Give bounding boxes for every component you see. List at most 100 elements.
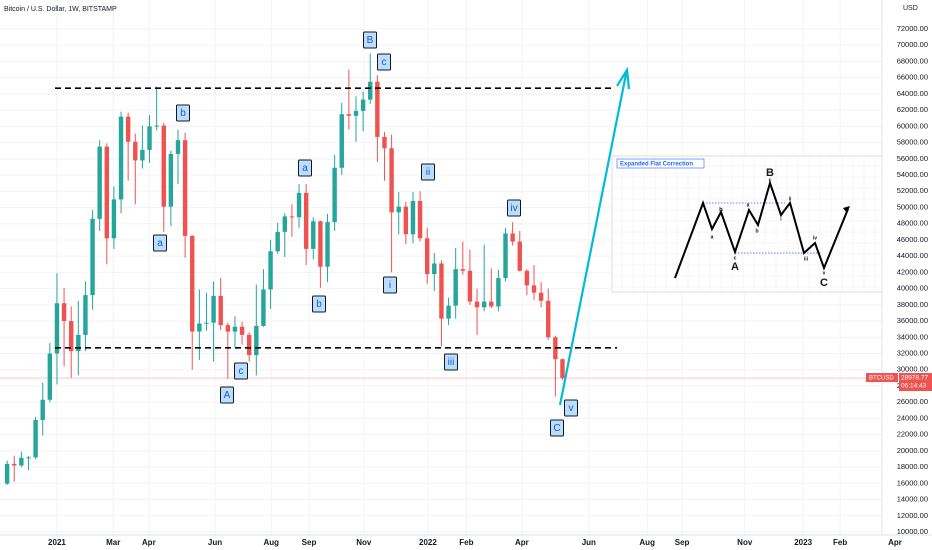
inset-title: Expanded Flat Correction <box>620 162 693 168</box>
y-tick-label: 36000.00 <box>897 316 928 325</box>
x-tick-label: Apr <box>142 538 156 547</box>
y-tick-label: 44000.00 <box>897 251 928 260</box>
x-tick-label: Nov <box>356 538 372 547</box>
y-tick-label: 38000.00 <box>897 300 928 309</box>
x-tick-label: Mar <box>106 538 120 547</box>
candle-body <box>510 233 515 242</box>
x-tick-label: Sep <box>302 538 317 547</box>
inset: Expanded Flat Correction BcbaacAbiiiivii… <box>611 155 898 293</box>
candle-body <box>517 241 522 271</box>
y-tick-label: 48000.00 <box>897 219 928 228</box>
candle-body <box>161 125 166 207</box>
wave-label-box <box>564 399 578 417</box>
wave-label: ii <box>426 167 430 178</box>
candle-body <box>503 233 508 279</box>
candle-body <box>289 216 295 218</box>
inset-frame <box>611 155 898 293</box>
inset-label: i <box>780 216 782 222</box>
candle-body <box>168 153 174 207</box>
candle-body <box>182 140 188 236</box>
candle-body <box>261 289 266 326</box>
wave-label-box <box>312 295 326 313</box>
candle-body <box>154 125 159 127</box>
wave-label: i <box>389 280 391 291</box>
x-tick-label: 2023 <box>794 538 812 547</box>
inset-label: B <box>766 167 774 179</box>
wave-label: v <box>569 403 574 414</box>
candle-body <box>133 141 138 161</box>
candle-body <box>275 231 280 252</box>
countdown: 06:14:43 <box>901 383 927 390</box>
x-tick-label: Aug <box>639 538 655 547</box>
wave-label-box <box>298 159 312 177</box>
price-axis <box>882 0 932 550</box>
y-tick-label: 18000.00 <box>897 462 928 471</box>
inset-label: v <box>823 270 826 276</box>
wave-label: a <box>157 238 163 249</box>
candle-body <box>389 148 394 213</box>
candle-body <box>282 216 288 232</box>
candle-body <box>368 81 373 100</box>
candle-body <box>218 295 223 326</box>
candle-body <box>268 251 273 290</box>
y-tick-label: 60000.00 <box>897 121 928 130</box>
candle-body <box>531 285 537 293</box>
inset-label: c <box>769 177 772 183</box>
y-tick-label: 58000.00 <box>897 138 928 147</box>
x-tick-label: Nov <box>737 538 753 547</box>
y-tick-label: 20000.00 <box>897 446 928 455</box>
candle-body <box>375 81 380 137</box>
inset-label: C <box>820 277 828 289</box>
candle-body <box>254 325 259 356</box>
candle-body <box>325 222 330 267</box>
inset-label: iii <box>804 256 809 262</box>
y-tick-label: 10000.00 <box>897 527 928 536</box>
candle-body <box>460 269 466 271</box>
y-tick-label: 42000.00 <box>897 267 928 276</box>
candle-body <box>439 263 444 319</box>
wave-label: b <box>180 108 186 119</box>
candle-body <box>417 201 423 239</box>
y-tick-label: 66000.00 <box>897 73 928 82</box>
candle-body <box>197 323 202 332</box>
inset-label: a <box>747 202 750 208</box>
y-tick-label: 16000.00 <box>897 478 928 487</box>
candle-body <box>19 457 24 466</box>
x-tick-label: Apr <box>515 538 529 547</box>
candle-body <box>481 301 487 308</box>
x-tick-label: Feb <box>833 538 847 547</box>
y-tick-label: 12000.00 <box>897 511 928 520</box>
y-tick-label: 54000.00 <box>897 170 928 179</box>
y-tick-label: 56000.00 <box>897 154 928 163</box>
wave-label-box <box>220 386 234 404</box>
candle-body <box>12 463 17 466</box>
candle-body <box>496 278 501 307</box>
inset-label: ii <box>789 196 792 202</box>
candle-body <box>332 167 337 223</box>
inset-label: b <box>755 228 758 234</box>
wave-label-box <box>153 234 167 252</box>
y-tick-label: 34000.00 <box>897 332 928 341</box>
candle-body <box>54 303 60 354</box>
y-tick-label: 52000.00 <box>897 186 928 195</box>
symbol: BTCUSD <box>869 376 894 382</box>
candle-body <box>232 326 238 332</box>
wave-label: a <box>302 163 308 174</box>
candle-body <box>147 126 152 150</box>
y-tick-label: 64000.00 <box>897 89 928 98</box>
candle-body <box>560 359 565 379</box>
candle-body <box>76 334 81 352</box>
candle-body <box>4 463 10 484</box>
arrow-head <box>616 66 631 90</box>
x-tick-label: Sep <box>675 538 690 547</box>
candle-body <box>97 146 102 219</box>
wave-label: A <box>224 390 231 401</box>
candle-body <box>446 305 451 319</box>
candle-body <box>33 420 38 458</box>
candle-body <box>68 321 74 352</box>
wave-label: iv <box>510 203 517 214</box>
wave-label: C <box>553 423 560 434</box>
candle-body <box>204 322 209 324</box>
candle-body <box>303 192 309 249</box>
